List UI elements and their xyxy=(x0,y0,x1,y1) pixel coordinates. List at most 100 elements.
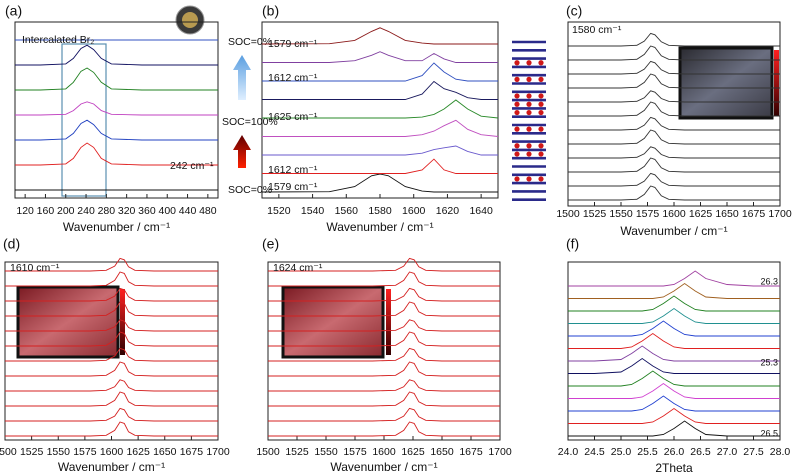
x-tick-label: 1540 xyxy=(301,205,325,217)
bromine-dot xyxy=(538,126,544,132)
annotation: 1579 cm⁻¹ xyxy=(268,181,318,193)
bromine-dot xyxy=(538,151,544,157)
x-tick-label: 1625 xyxy=(689,208,713,220)
x-tick-label: 400 xyxy=(158,205,176,217)
spectrum-line xyxy=(262,119,499,137)
spectrum-line xyxy=(5,257,218,272)
raman-map-inset xyxy=(678,46,774,120)
x-tick-label: 1500 xyxy=(0,446,17,458)
bromine-dot xyxy=(514,143,520,149)
annotation: 1612 cm⁻¹ xyxy=(268,164,318,176)
spectrum-line xyxy=(268,301,500,317)
spectrum-line xyxy=(5,287,218,302)
color-bar xyxy=(774,50,779,116)
bromine-dot xyxy=(538,176,544,182)
raman-map-inset xyxy=(16,285,120,359)
annotation: SOC=0% xyxy=(228,36,272,48)
x-tick-label: 1575 xyxy=(73,446,97,458)
spectrum-line xyxy=(262,62,498,82)
spectrum-line xyxy=(568,395,780,412)
arrow-charge xyxy=(233,135,251,168)
x-axis-label: Wavenumber / cm⁻¹ xyxy=(620,224,727,238)
spectrum-line xyxy=(5,379,218,392)
annotation: 1610 cm⁻¹ xyxy=(10,262,60,274)
x-tick-label: 1625 xyxy=(126,446,150,458)
bromine-dot xyxy=(526,126,532,132)
spectrum-line xyxy=(568,407,780,424)
spectrum-line xyxy=(568,295,780,312)
annotation: 1579 cm⁻¹ xyxy=(268,38,318,50)
annotation: Intercalated Br₂ xyxy=(22,34,94,46)
spectrum-line xyxy=(568,73,780,89)
bromine-dot xyxy=(526,176,532,182)
bromine-dot xyxy=(526,101,532,107)
x-tick-label: 1520 xyxy=(267,205,291,217)
spectrum-line xyxy=(568,357,780,374)
x-tick-label: 1700 xyxy=(488,446,512,458)
spectrum-line xyxy=(5,319,218,332)
spectrum-line xyxy=(568,282,780,299)
x-tick-label: 1600 xyxy=(402,205,426,217)
bromine-dot xyxy=(514,109,520,116)
x-tick-label: 24.5 xyxy=(584,446,605,458)
x-tick-label: 1700 xyxy=(206,446,230,458)
highlight-box xyxy=(61,43,107,197)
x-tick-label: 1640 xyxy=(469,205,493,217)
bromine-dot xyxy=(526,143,532,149)
spectrum-line xyxy=(568,146,780,159)
x-tick-label: 1525 xyxy=(20,446,44,458)
bromine-dot xyxy=(538,101,544,107)
annotation: 1612 cm⁻¹ xyxy=(268,72,318,84)
spectrum-line xyxy=(568,370,780,387)
annotation: 26.3 xyxy=(760,276,778,286)
bromine-dot xyxy=(526,151,532,157)
x-axis-label: Wavenumber / cm⁻¹ xyxy=(58,460,165,474)
panel-label: (b) xyxy=(262,3,279,19)
x-tick-label: 1650 xyxy=(430,446,454,458)
x-tick-label: 1580 xyxy=(368,205,392,217)
bromine-dot xyxy=(514,76,520,82)
annotation: 1624 cm⁻¹ xyxy=(273,262,323,274)
annotation: 242 cm⁻¹ xyxy=(170,160,214,172)
x-tick-label: 360 xyxy=(138,205,156,217)
bromine-dot xyxy=(514,176,520,182)
spectrum-line xyxy=(568,116,780,131)
x-tick-label: 160 xyxy=(37,205,55,217)
spectrum-line xyxy=(15,142,218,166)
spectrum-line xyxy=(568,60,780,75)
x-tick-label: 1600 xyxy=(100,446,124,458)
bromine-dot xyxy=(526,60,532,66)
spectrum-line xyxy=(568,129,780,145)
x-tick-label: 1575 xyxy=(343,446,367,458)
x-tick-label: 1560 xyxy=(335,205,359,217)
x-tick-label: 120 xyxy=(16,205,34,217)
x-tick-label: 25.0 xyxy=(611,446,632,458)
raman-map-inset xyxy=(281,285,385,359)
x-tick-label: 1525 xyxy=(285,446,309,458)
x-tick-label: 1625 xyxy=(401,446,425,458)
x-axis-label: Wavenumber / cm⁻¹ xyxy=(330,460,437,474)
bromine-dot xyxy=(538,93,544,99)
spectrum-line xyxy=(568,101,780,117)
annotation: SOC=0% xyxy=(228,184,272,196)
panel-label: (f) xyxy=(566,236,579,252)
x-tick-label: 480 xyxy=(199,205,217,217)
coin-cell-core xyxy=(182,12,198,28)
spectrum-line xyxy=(568,320,780,337)
color-bar xyxy=(386,289,391,355)
spectrum-line xyxy=(268,257,500,272)
x-tick-label: 27.5 xyxy=(743,446,764,458)
bromine-dot xyxy=(514,101,520,107)
x-tick-label: 1500 xyxy=(256,446,280,458)
annotation: 26.5 xyxy=(760,428,778,438)
spectrum-line xyxy=(268,407,500,422)
x-tick-label: 320 xyxy=(118,205,136,217)
x-tick-label: 25.5 xyxy=(637,446,658,458)
annotation: 1625 cm⁻¹ xyxy=(268,111,318,123)
spectrum-line xyxy=(268,319,500,332)
spectrum-line xyxy=(262,80,498,100)
spectrum-line xyxy=(5,347,218,362)
x-tick-label: 24.0 xyxy=(558,446,579,458)
bromine-dot xyxy=(538,109,544,116)
